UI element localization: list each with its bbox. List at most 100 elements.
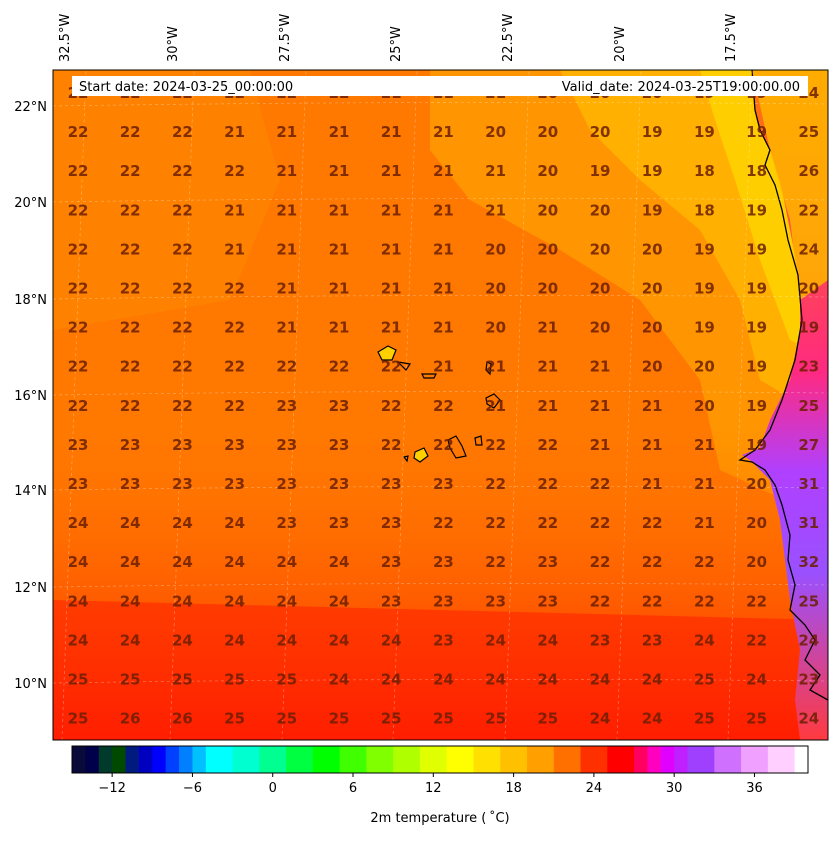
grid-value: 20 [694, 358, 715, 376]
grid-value: 24 [224, 592, 245, 610]
grid-value: 19 [746, 358, 767, 376]
grid-value: 24 [329, 671, 350, 689]
latitude-label: 22°N [14, 100, 47, 115]
grid-value: 22 [798, 201, 819, 219]
grid-value: 23 [276, 475, 297, 493]
grid-value: 22 [433, 514, 454, 532]
grid-value: 21 [694, 514, 715, 532]
grid-value: 23 [537, 592, 558, 610]
map-frame [52, 69, 829, 741]
colorbar-segment [72, 746, 86, 773]
grid-value: 24 [172, 514, 193, 532]
colorbar-segment [647, 746, 662, 773]
latitude-label: 16°N [14, 389, 47, 404]
grid-value: 32 [798, 553, 819, 571]
grid-value: 26 [172, 710, 193, 728]
grid-value: 25 [798, 123, 819, 141]
grid-value: 20 [537, 162, 558, 180]
parallel-line [53, 583, 828, 588]
grid-value: 23 [276, 397, 297, 415]
grid-value: 19 [694, 123, 715, 141]
grid-value: 22 [224, 319, 245, 337]
colorbar-segment [513, 746, 528, 773]
grid-value: 23 [276, 514, 297, 532]
grid-value: 23 [172, 475, 193, 493]
grid-value: 22 [642, 553, 663, 571]
grid-value: 25 [224, 671, 245, 689]
colorbar-segment [687, 746, 702, 773]
grid-value: 20 [485, 319, 506, 337]
island-brava [402, 455, 409, 463]
grid-value: 25 [694, 710, 715, 728]
grid-value: 22 [120, 280, 141, 298]
grid-value: 22 [694, 592, 715, 610]
grid-value: 22 [590, 514, 611, 532]
grid-value: 22 [172, 319, 193, 337]
grid-value: 24 [381, 631, 402, 649]
colorbar-label: 2m temperature ( ˚C) [370, 810, 509, 826]
colorbar-segment [794, 746, 809, 773]
colorbar-segment [634, 746, 649, 773]
grid-value: 22 [224, 280, 245, 298]
grid-value: 20 [590, 280, 611, 298]
grid-value: 23 [68, 475, 89, 493]
grid-value: 20 [642, 280, 663, 298]
field-south-hot [53, 600, 828, 740]
grid-value: 22 [537, 436, 558, 454]
grid-value: 19 [746, 397, 767, 415]
grid-value: 24 [798, 240, 819, 258]
longitude-label: 22.5°W [501, 14, 516, 62]
grid-value: 20 [537, 240, 558, 258]
grid-value: 22 [590, 475, 611, 493]
grid-value: 25 [68, 671, 89, 689]
grid-value: 22 [485, 514, 506, 532]
grid-value: 22 [537, 475, 558, 493]
grid-value: 24 [590, 671, 611, 689]
latitude-label: 18°N [14, 293, 47, 308]
grid-value: 26 [120, 710, 141, 728]
grid-value: 24 [537, 671, 558, 689]
grid-value: 22 [68, 319, 89, 337]
colorbar-segment [727, 746, 742, 773]
grid-value: 22 [120, 162, 141, 180]
grid-value: 22 [120, 240, 141, 258]
latitude-label: 14°N [14, 484, 47, 499]
grid-value: 21 [276, 280, 297, 298]
grid-value: 21 [485, 162, 506, 180]
grid-value: 19 [642, 201, 663, 219]
grid-value: 23 [642, 631, 663, 649]
grid-value: 23 [433, 553, 454, 571]
grid-value: 22 [68, 358, 89, 376]
grid-value: 25 [798, 592, 819, 610]
colorbar-segment [98, 746, 113, 773]
parallel-line [53, 486, 828, 491]
grid-value: 21 [329, 319, 350, 337]
grid-value: 22 [381, 358, 402, 376]
grid-value: 20 [590, 201, 611, 219]
colorbar-segment [607, 746, 622, 773]
grid-value: 22 [694, 553, 715, 571]
grid-value: 21 [433, 240, 454, 258]
grid-value: 19 [694, 319, 715, 337]
grid-value: 21 [276, 162, 297, 180]
grid-value: 23 [433, 631, 454, 649]
grid-value: 23 [68, 436, 89, 454]
latitude-label: 12°N [14, 581, 47, 596]
island-boa-vista [485, 393, 501, 409]
grid-value: 22 [120, 201, 141, 219]
colorbar-segment [567, 746, 582, 773]
grid-value: 24 [746, 671, 767, 689]
grid-value: 22 [433, 397, 454, 415]
grid-value: 22 [276, 358, 297, 376]
grid-value: 18 [694, 162, 715, 180]
grid-value: 22 [224, 162, 245, 180]
parallel-line [53, 391, 828, 396]
colorbar-frame [71, 745, 809, 774]
colorbar-segment [152, 746, 167, 773]
grid-value: 23 [433, 475, 454, 493]
grid-value: 23 [120, 436, 141, 454]
grid-value: 21 [642, 436, 663, 454]
grid-value: 22 [172, 397, 193, 415]
meridian-line [281, 70, 307, 740]
